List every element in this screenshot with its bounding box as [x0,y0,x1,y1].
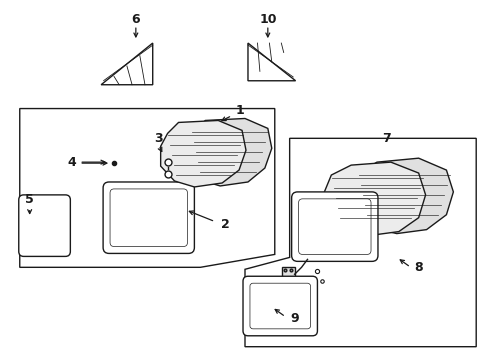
Polygon shape [351,158,453,234]
Text: 5: 5 [25,193,34,206]
Text: 6: 6 [131,13,140,26]
Polygon shape [185,118,272,186]
Text: 3: 3 [154,132,163,145]
Polygon shape [101,43,153,85]
Text: 8: 8 [415,261,423,274]
Polygon shape [282,267,294,279]
FancyBboxPatch shape [292,192,378,261]
Text: 10: 10 [259,13,276,26]
FancyBboxPatch shape [103,182,195,253]
Polygon shape [161,121,246,187]
Text: 7: 7 [383,132,392,145]
FancyBboxPatch shape [243,276,318,336]
Polygon shape [248,43,295,81]
FancyBboxPatch shape [19,195,71,256]
Polygon shape [324,162,426,235]
Text: 2: 2 [221,218,229,231]
FancyBboxPatch shape [250,283,311,329]
Text: 4: 4 [67,156,76,168]
FancyBboxPatch shape [298,199,371,255]
Text: 9: 9 [290,312,299,325]
Text: 1: 1 [236,104,245,117]
FancyBboxPatch shape [110,189,188,247]
